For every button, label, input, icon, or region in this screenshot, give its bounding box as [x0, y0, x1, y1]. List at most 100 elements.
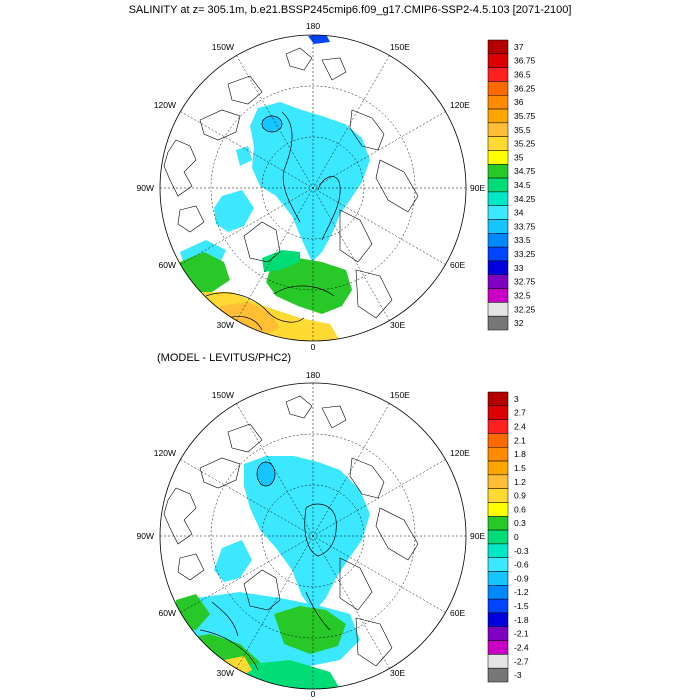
top-contours	[205, 111, 341, 331]
colorbar-label: 35	[514, 152, 524, 162]
colorbar-swatch	[487, 108, 509, 124]
colorbar-label: 37	[514, 42, 524, 52]
colorbar-label: 0.9	[514, 491, 526, 501]
colorbar-swatch	[487, 502, 509, 517]
colorbar-label: -1.2	[514, 587, 529, 597]
lon-label: 90W	[137, 531, 154, 541]
colorbar-label: -3	[514, 670, 522, 680]
lon-label: 0	[311, 689, 316, 699]
colorbar-swatch	[487, 81, 509, 96]
colorbar-label: 32.5	[514, 290, 531, 300]
colorbar-label: -0.6	[514, 560, 529, 570]
colorbar-label: -2.4	[514, 642, 529, 652]
bottom-colorbar: 3 2.7 2.4 2.1 1.8 1.5 1.2 0.9 0.6 0.3 0 -0.3 -0.6 -0.…	[487, 391, 529, 683]
colorbar-swatch	[487, 288, 509, 303]
lon-label: 180	[306, 21, 320, 31]
colorbar-label: 0.3	[514, 518, 526, 528]
colorbar-swatch	[487, 557, 509, 572]
colorbar-swatch	[487, 53, 509, 68]
top-coastlines	[163, 47, 419, 319]
colorbar-swatch	[487, 177, 509, 193]
colorbar-swatch	[487, 626, 509, 641]
colorbar-label: 1.5	[514, 463, 526, 473]
lon-label: 60E	[450, 260, 465, 270]
bottom-graticule	[160, 383, 466, 689]
colorbar-swatch	[487, 274, 509, 289]
colorbar-label: -0.9	[514, 573, 529, 583]
lon-label: 150W	[212, 42, 234, 52]
bottom-longitude-labels: 180 150W 150E 120W 120E 90W 90E 60W 60E …	[137, 370, 486, 699]
lon-label: 60E	[450, 608, 465, 618]
lon-label: 120W	[154, 100, 176, 110]
lon-label: 90W	[137, 183, 154, 193]
colorbar-swatch	[487, 446, 509, 462]
lon-label: 30E	[390, 668, 405, 678]
colorbar-label: 36.25	[514, 83, 536, 93]
colorbar-label: 33.5	[514, 235, 531, 245]
lon-label: 60W	[159, 608, 176, 618]
top-longitude-labels: 180 150W 150E 120W 120E 90W 90E 60W 60E …	[137, 21, 486, 352]
colorbar-label: 0	[514, 532, 519, 542]
lon-label: 60W	[159, 260, 176, 270]
colorbar-label: 35.5	[514, 125, 531, 135]
lon-label: 30E	[390, 320, 405, 330]
lon-label: 120E	[450, 100, 470, 110]
bottom-contours	[199, 461, 337, 671]
colorbar-swatch	[487, 516, 509, 531]
top-map-border	[159, 34, 467, 342]
top-colorbar: 37 36.75 36.5 36.25 36 35.75 35.5 35.25 35 34.75 3…	[487, 39, 536, 331]
colorbar-swatch	[487, 67, 509, 82]
bottom-coastlines	[163, 395, 419, 667]
colorbar-label: 35.75	[514, 111, 536, 121]
colorbar-swatch	[487, 246, 509, 262]
colorbar-swatch	[487, 233, 509, 248]
lon-label: 150E	[390, 390, 410, 400]
colorbar-label: 32	[514, 318, 524, 328]
colorbar-swatch	[487, 433, 509, 448]
colorbar-swatch	[487, 585, 509, 600]
colorbar-swatch	[487, 391, 509, 407]
top-graticule	[160, 35, 466, 341]
colorbar-swatch	[487, 39, 509, 55]
colorbar-label: 33.75	[514, 221, 536, 231]
colorbar-swatch	[487, 205, 509, 220]
colorbar-label: 34	[514, 208, 524, 218]
colorbar-label: 36	[514, 97, 524, 107]
colorbar-swatch	[487, 543, 509, 558]
colorbar-label: 34.5	[514, 180, 531, 190]
colorbar-label: 33	[514, 263, 524, 273]
colorbar-swatch	[487, 164, 509, 179]
colorbar-swatch	[487, 94, 509, 110]
colorbar-swatch	[487, 460, 509, 476]
lon-label: 150W	[212, 390, 234, 400]
lon-label: 90E	[470, 531, 485, 541]
figure-title: SALINITY at z= 305.1m, b.e21.BSSP245cmip…	[129, 4, 572, 16]
colorbar-swatch	[487, 640, 509, 655]
lon-label: 150E	[390, 42, 410, 52]
colorbar-label: 1.2	[514, 477, 526, 487]
colorbar-label: 0.6	[514, 504, 526, 514]
lon-label: 30W	[217, 320, 234, 330]
lon-label: 90E	[470, 183, 485, 193]
bottom-map: 180 150W 150E 120W 120E 90W 90E 60W 60E …	[137, 370, 486, 699]
colorbar-label: 36.75	[514, 56, 536, 66]
bottom-map-border	[159, 382, 467, 690]
colorbar-swatch	[487, 302, 509, 317]
lon-label: 0	[311, 342, 316, 352]
colorbar-swatch	[487, 474, 509, 489]
colorbar-swatch	[487, 667, 509, 683]
lon-label: 120W	[154, 448, 176, 458]
colorbar-label: -2.7	[514, 656, 529, 666]
colorbar-label: 34.75	[514, 166, 536, 176]
lon-label: 120E	[450, 448, 470, 458]
colorbar-swatch	[487, 419, 509, 434]
colorbar-label: 33.25	[514, 249, 536, 259]
colorbar-label: -0.3	[514, 546, 529, 556]
colorbar-label: 35.25	[514, 139, 536, 149]
top-map: 180 150W 150E 120W 120E 90W 90E 60W 60E …	[137, 21, 486, 352]
colorbar-label: -2.1	[514, 629, 529, 639]
colorbar-label: 36.5	[514, 70, 531, 80]
colorbar-swatch	[487, 191, 509, 206]
colorbar-swatch	[487, 260, 509, 276]
